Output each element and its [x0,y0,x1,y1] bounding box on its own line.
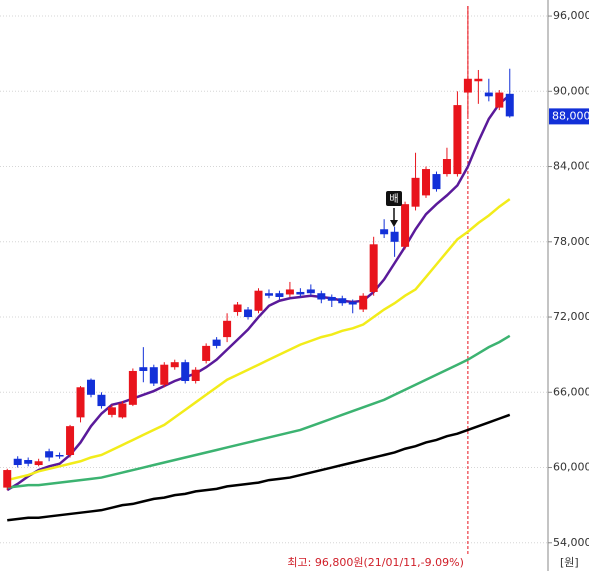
candle-body [317,293,326,300]
candle-body [390,231,399,242]
candle-body [369,244,378,292]
signal-marker: 배 [386,191,402,227]
candle-body [24,460,33,464]
candle-body [212,339,221,346]
candle-body [233,304,242,313]
y-tick-label: 96,000 [553,9,589,22]
signal-box [386,191,402,206]
candle-body [139,367,148,371]
current-price-box [549,108,589,125]
y-tick-label: 72,000 [553,310,589,323]
unit-label: [원] [560,556,579,569]
candle-body [463,78,472,93]
candle-body [359,295,368,310]
y-tick-label: 78,000 [553,235,589,248]
candle-body [380,229,389,235]
signal-arrowhead [390,220,398,227]
candle-body [254,290,263,311]
candle-body [484,92,493,97]
candle-body [149,367,158,384]
candle-body [191,369,200,382]
candle-body [442,159,451,175]
candle-body [45,451,54,458]
signal-label: 배 [389,193,398,205]
candle-body [422,169,431,196]
y-tick-label: 84,000 [553,160,589,173]
candle-body [13,458,22,466]
candle-body [505,93,514,117]
candle-body [128,370,137,405]
candle-body [495,92,504,108]
candle-body [3,470,12,488]
y-tick-label: 60,000 [553,461,589,474]
candle-body [264,293,273,296]
candle-body [118,403,127,418]
candle-body [55,454,64,457]
candle-body [411,177,420,207]
candle-body [160,364,169,385]
y-tick-label: 66,000 [553,385,589,398]
candle-body [86,379,95,395]
candle-body [107,407,116,415]
moving-average-line [6,94,511,492]
candle-body [285,289,294,295]
candle-body [34,461,43,466]
candle-body [432,174,441,190]
candle-body [306,289,315,294]
candle-body [66,426,75,455]
moving-average-line [6,198,511,482]
high-annotation: 최고: 96,800원(21/01/11,-9.09%) [287,556,463,569]
candle-body [223,320,232,338]
candle-body [275,293,284,297]
candle-body [327,296,336,301]
candle-body [296,291,305,295]
y-tick-label: 54,000 [553,536,589,549]
current-price-label: 88,000 [552,109,589,122]
candle-body [76,387,85,418]
candle-body [348,301,357,305]
moving-average-line [7,413,511,522]
candle-body [97,394,106,407]
y-axis: 96,000 90,000 84,000 78,000 72,000 66,000 60,0… [548,9,589,549]
plot-area: 최고: 96,800원(21/01/11,-9.09%) [3,6,514,569]
candle-body [474,78,483,82]
candle-body [202,345,211,361]
moving-average-line [7,334,511,489]
candle-body [401,204,410,247]
candle-body [244,309,253,318]
y-tick-label: 90,000 [553,84,589,97]
candle-body [181,362,190,382]
candle-body [170,362,179,368]
candle-body [338,298,347,304]
candle-body [453,105,462,175]
